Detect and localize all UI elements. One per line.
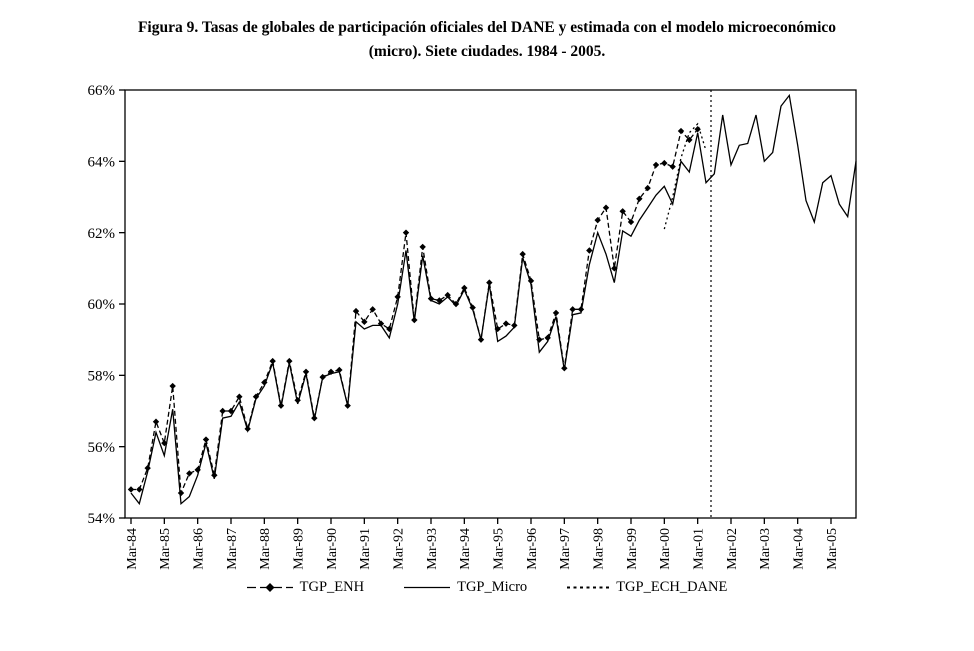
diamond-marker bbox=[461, 284, 468, 292]
y-tick-label: 56% bbox=[88, 440, 116, 456]
diamond-marker bbox=[286, 357, 293, 365]
series-line bbox=[130, 93, 857, 506]
x-tick-label: Mar-94 bbox=[458, 528, 473, 570]
diamond-marker bbox=[694, 126, 701, 133]
x-tick-label: Mar-95 bbox=[491, 528, 506, 570]
legend-item-tgp-ech-dane: TGP_ECH_DANE bbox=[567, 579, 727, 596]
diamond-marker bbox=[594, 216, 601, 224]
diamond-marker bbox=[402, 229, 410, 236]
x-tick-label: Mar-98 bbox=[591, 528, 606, 570]
x-tick-label: Mar-02 bbox=[725, 528, 740, 570]
x-tick-label: Mar-89 bbox=[291, 528, 306, 570]
diamond-marker bbox=[611, 265, 618, 272]
x-tick-label: Mar-97 bbox=[558, 528, 573, 570]
x-tick-label: Mar-04 bbox=[791, 528, 806, 570]
diamond-marker bbox=[369, 306, 376, 313]
series-tgp-micro bbox=[130, 93, 857, 506]
diamond-marker bbox=[236, 393, 243, 400]
figure-title: Figura 9. Tasas de globales de participa… bbox=[0, 16, 974, 64]
x-tick-label: Mar-85 bbox=[158, 528, 173, 570]
y-tick-label: 58% bbox=[88, 368, 116, 384]
plot-frame bbox=[124, 89, 857, 519]
diamond-marker bbox=[169, 382, 176, 390]
figure-title-line-1: Figura 9. Tasas de globales de participa… bbox=[137, 19, 837, 36]
diamond-marker bbox=[352, 307, 360, 315]
y-tick-label: 66% bbox=[88, 83, 116, 99]
x-tick-label: Mar-88 bbox=[258, 528, 273, 570]
diamond-marker bbox=[127, 486, 135, 493]
diamond-marker bbox=[602, 204, 610, 211]
x-tick-label: Mar-90 bbox=[325, 528, 340, 570]
diamond-marker bbox=[136, 486, 143, 493]
diamond-marker bbox=[394, 293, 401, 301]
chart-legend: TGP_ENH TGP_Micro TGP_ECH_DANE bbox=[0, 579, 974, 596]
x-tick-label: Mar-87 bbox=[225, 528, 240, 570]
diamond-marker bbox=[152, 418, 160, 425]
diamond-marker bbox=[227, 407, 235, 415]
diamond-marker bbox=[219, 407, 226, 415]
x-tick-label: Mar-86 bbox=[191, 528, 206, 570]
diamond-marker bbox=[661, 159, 668, 167]
diamond-marker bbox=[677, 127, 685, 135]
x-tick-label: Mar-91 bbox=[358, 528, 373, 570]
y-tick-label: 60% bbox=[88, 297, 116, 313]
diamond-marker bbox=[652, 161, 660, 169]
diamond-marker bbox=[361, 318, 368, 326]
diamond-marker bbox=[486, 279, 493, 286]
diamond-marker bbox=[502, 320, 510, 327]
x-tick-label: Mar-01 bbox=[691, 528, 706, 570]
y-tick-label: 54% bbox=[88, 511, 116, 527]
y-tick-label: 62% bbox=[88, 226, 116, 242]
x-tick-label: Mar-99 bbox=[625, 528, 640, 570]
diamond-marker bbox=[202, 436, 210, 443]
x-tick-label: Mar-93 bbox=[425, 528, 440, 570]
diamond-marker bbox=[519, 250, 526, 258]
y-axis: 54% 56% 58% 60% 62% 64% 66% bbox=[88, 83, 125, 527]
series-tgp-ech-dane bbox=[663, 122, 707, 230]
diamond-marker bbox=[619, 208, 626, 215]
legend-item-tgp-enh: TGP_ENH bbox=[246, 579, 365, 596]
diamond-marker bbox=[636, 195, 643, 202]
diamond-marker bbox=[302, 368, 310, 375]
series-line bbox=[663, 122, 707, 230]
legend-item-tgp-micro: TGP_Micro bbox=[404, 579, 527, 596]
series-line bbox=[131, 128, 699, 494]
dashed-diamond-line-swatch-icon bbox=[246, 583, 293, 592]
diamond-marker bbox=[586, 247, 593, 254]
diamond-marker bbox=[552, 309, 560, 317]
diamond-marker bbox=[186, 470, 193, 477]
x-tick-label: Mar-05 bbox=[825, 528, 840, 570]
diamond-marker bbox=[644, 184, 651, 192]
diamond-marker bbox=[686, 136, 693, 144]
solid-line-swatch-icon bbox=[404, 586, 451, 589]
legend-label-tgp-enh: TGP_ENH bbox=[299, 579, 365, 595]
x-tick-label: Mar-00 bbox=[658, 528, 673, 570]
x-tick-label: Mar-03 bbox=[758, 528, 773, 570]
legend-label-tgp-ech-dane: TGP_ECH_DANE bbox=[616, 579, 728, 595]
legend-label-tgp-micro: TGP_Micro bbox=[457, 579, 528, 595]
diamond-marker bbox=[419, 243, 426, 251]
series-tgp-enh bbox=[127, 126, 701, 497]
diamond-marker bbox=[627, 218, 635, 226]
x-axis: Mar-84 Mar-85 Mar-86 Mar-87 Mar-88 Mar-89 Mar-… bbox=[125, 518, 840, 570]
figure-title-line-2: (micro). Siete ciudades. 1984 - 2005. bbox=[368, 43, 606, 61]
y-tick-label: 64% bbox=[88, 154, 116, 170]
diamond-marker bbox=[444, 291, 451, 299]
diamond-marker bbox=[569, 306, 576, 313]
diamond-marker bbox=[177, 489, 185, 497]
diamond-marker bbox=[669, 163, 676, 170]
dotted-line-swatch-icon bbox=[567, 586, 610, 589]
x-tick-label: Mar-84 bbox=[125, 528, 140, 570]
x-tick-label: Mar-92 bbox=[391, 528, 406, 570]
x-tick-label: Mar-96 bbox=[525, 528, 540, 570]
